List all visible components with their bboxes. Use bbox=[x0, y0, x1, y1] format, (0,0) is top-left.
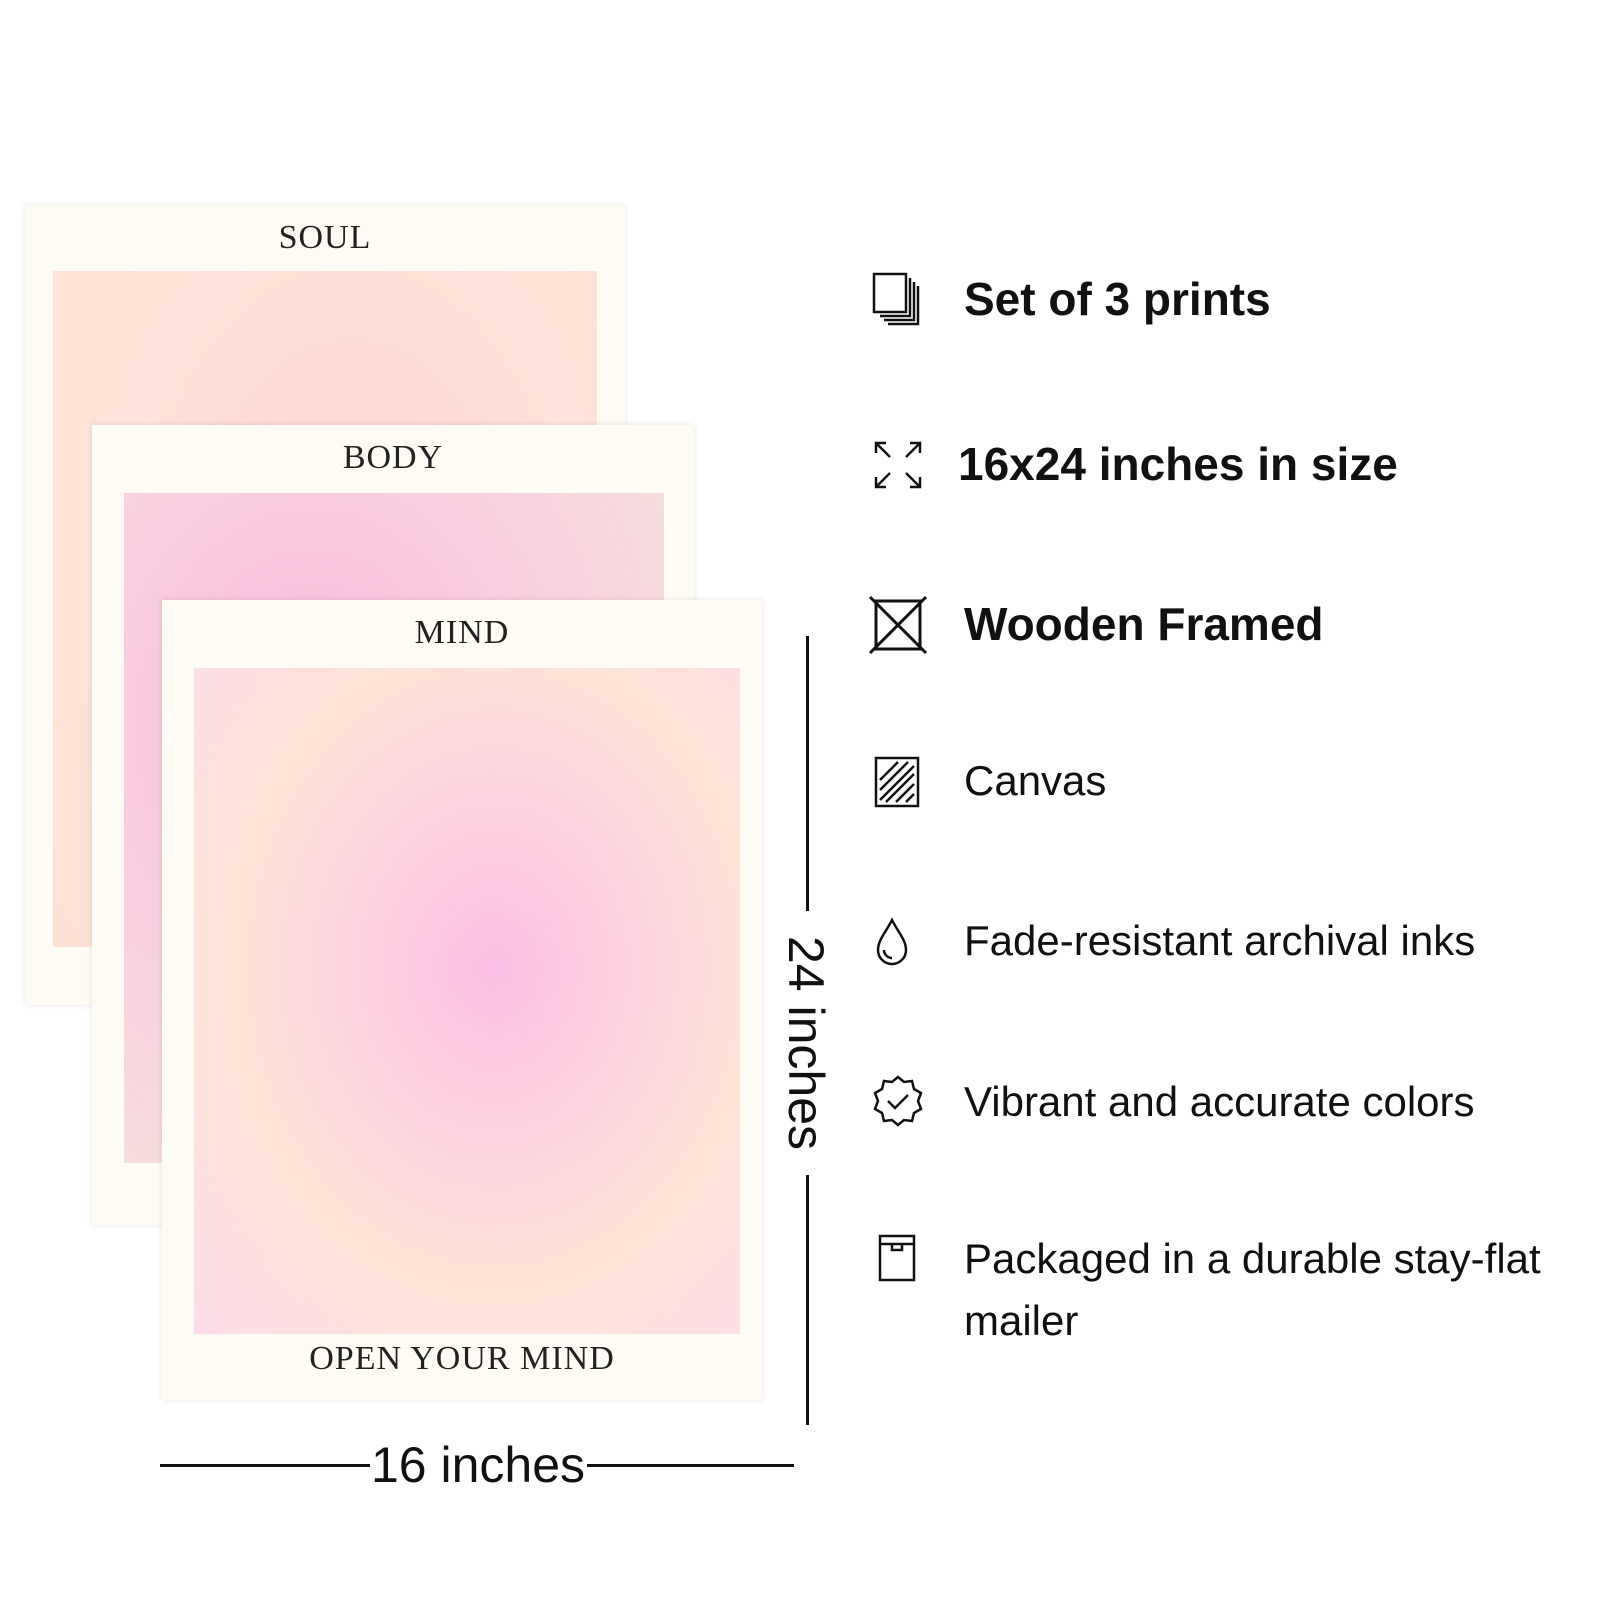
width-dimension-line-right bbox=[587, 1464, 794, 1467]
framed-box-icon bbox=[868, 595, 928, 655]
expand-arrows-icon bbox=[868, 435, 928, 495]
height-dimension-label: 24 inches bbox=[778, 935, 834, 1151]
feature-text: Fade-resistant archival inks bbox=[964, 917, 1476, 964]
height-dimension-line-bottom bbox=[806, 1175, 809, 1425]
feature-text: 16x24 inches in size bbox=[958, 438, 1398, 490]
feature-text: Canvas bbox=[964, 757, 1107, 804]
stacked-pages-icon bbox=[868, 270, 928, 330]
print-title-body: BODY bbox=[342, 439, 444, 476]
print-mind: MIND OPEN YOUR MIND bbox=[162, 600, 762, 1400]
width-dimension-label: 16 inches bbox=[370, 1437, 586, 1493]
feature-text: Set of 3 prints bbox=[964, 273, 1271, 325]
print-caption-mind: OPEN YOUR MIND bbox=[309, 1340, 615, 1377]
feature-text: Wooden Framed bbox=[964, 598, 1324, 650]
ink-drop-icon bbox=[868, 912, 928, 972]
canvas-hatch-icon bbox=[868, 752, 928, 812]
verified-badge-icon bbox=[868, 1073, 928, 1133]
width-dimension-line-left bbox=[160, 1464, 370, 1467]
feature-text: Packaged in a durable stay-flat mailer bbox=[964, 1235, 1541, 1344]
feature-text: Vibrant and accurate colors bbox=[964, 1078, 1475, 1125]
print-title-mind: MIND bbox=[414, 614, 510, 651]
gradient-art-mind bbox=[194, 668, 740, 1334]
height-dimension-line-top bbox=[806, 636, 809, 911]
mailer-box-icon bbox=[868, 1230, 928, 1290]
print-title-soul: SOUL bbox=[278, 219, 372, 256]
